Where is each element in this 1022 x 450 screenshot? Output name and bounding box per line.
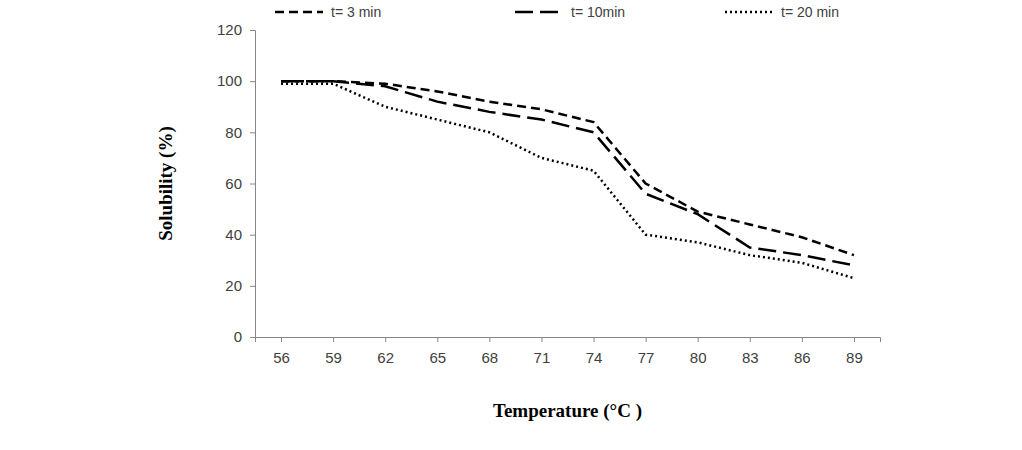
x-tick-label: 83 (742, 349, 759, 366)
x-tick-label: 71 (534, 349, 551, 366)
legend-swatch (515, 11, 563, 14)
plot-area: 0 20 40 60 80 100 120 56 59 62 65 68 71 74 77 80 83 86 89 (217, 21, 881, 365)
x-axis: 56 59 62 65 68 71 74 77 80 83 86 89 (256, 337, 881, 366)
y-tick-label: 80 (225, 124, 242, 141)
x-tick-label: 74 (586, 349, 603, 366)
legend-label: t= 10min (571, 4, 625, 20)
x-tick: 83 (742, 337, 759, 366)
y-tick-label: 120 (217, 21, 242, 38)
legend-item: t= 3 min (275, 4, 381, 20)
y-tick-label: 100 (217, 72, 242, 89)
x-axis-title: Temperature (°C ) (493, 400, 642, 422)
x-tick-label: 65 (429, 349, 446, 366)
y-tick: 40 (225, 226, 255, 243)
y-tick-mark (250, 81, 255, 82)
y-tick-mark (250, 337, 255, 338)
y-tick-mark (250, 235, 255, 236)
x-tick-label: 56 (273, 349, 290, 366)
x-tick: 68 (482, 337, 499, 366)
y-axis-line (250, 31, 256, 338)
x-tick-mark (750, 337, 751, 342)
x-tick-label: 68 (482, 349, 499, 366)
legend: t= 3 min t= 10min t= 20 min (275, 4, 839, 20)
y-tick: 0 (234, 328, 255, 345)
y-tick-label: 20 (225, 277, 242, 294)
y-tick-mark (250, 286, 255, 287)
x-tick-mark (698, 337, 699, 342)
y-axis: 0 20 40 60 80 100 120 (217, 21, 256, 345)
series-line (281, 81, 854, 265)
x-tick: 65 (429, 337, 446, 366)
y-tick: 20 (225, 277, 255, 294)
y-tick-label: 40 (225, 226, 242, 243)
x-tick: 62 (377, 337, 394, 366)
x-tick-label: 62 (377, 349, 394, 366)
y-tick: 60 (225, 175, 255, 192)
x-tick: 74 (586, 337, 603, 366)
x-tick-mark (854, 337, 855, 342)
x-tick-label: 89 (846, 349, 863, 366)
x-axis-line (256, 338, 881, 343)
x-tick-label: 86 (794, 349, 811, 366)
x-tick-mark (333, 337, 334, 342)
x-tick-mark (594, 337, 595, 342)
x-tick: 80 (690, 337, 707, 366)
y-tick: 80 (225, 124, 255, 141)
chart: 0 20 40 60 80 100 120 56 59 62 65 68 71 74 77 80 83 86 89 T… (0, 0, 1022, 450)
x-tick-mark (385, 337, 386, 342)
x-tick-mark (802, 337, 803, 342)
y-axis-title: Solubility (%) (155, 126, 177, 241)
x-tick-mark (541, 337, 542, 342)
y-tick-label: 0 (234, 328, 242, 345)
series-lines (281, 81, 854, 278)
legend-label: t= 20 min (781, 4, 839, 20)
y-tick-mark (250, 30, 255, 31)
legend-item: t= 10min (515, 4, 625, 20)
legend-item: t= 20 min (725, 4, 839, 20)
x-tick-mark (646, 337, 647, 342)
series-line (281, 81, 854, 255)
x-tick-label: 80 (690, 349, 707, 366)
y-tick-label: 60 (225, 175, 242, 192)
x-tick-label: 59 (325, 349, 342, 366)
y-tick-mark (250, 184, 255, 185)
series-line (281, 84, 854, 278)
x-tick: 77 (638, 337, 655, 366)
legend-label: t= 3 min (331, 4, 381, 20)
x-tick: 89 (846, 337, 863, 366)
x-tick-mark (489, 337, 490, 342)
x-tick: 71 (534, 337, 551, 366)
x-tick: 86 (794, 337, 811, 366)
legend-swatch (725, 11, 773, 14)
x-tick-mark (281, 337, 282, 342)
legend-swatch (275, 11, 323, 14)
y-tick: 100 (217, 72, 255, 89)
x-tick: 59 (325, 337, 342, 366)
y-tick-mark (250, 132, 255, 133)
x-tick-mark (437, 337, 438, 342)
y-tick: 120 (217, 21, 255, 38)
x-tick-label: 77 (638, 349, 655, 366)
x-tick: 56 (273, 337, 290, 366)
